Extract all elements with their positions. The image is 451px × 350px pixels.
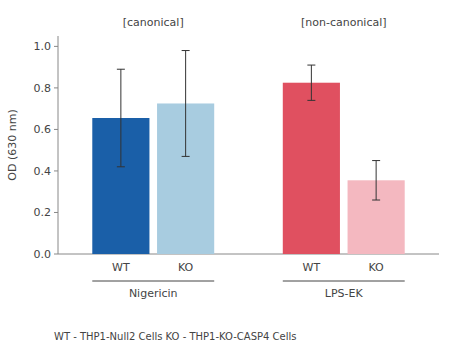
tick xyxy=(54,170,58,171)
series-label: KO xyxy=(368,261,384,274)
bar xyxy=(283,83,340,254)
tick-label: 0.0 xyxy=(34,248,52,261)
error-line xyxy=(185,51,186,157)
error-cap xyxy=(182,50,190,51)
tick xyxy=(54,129,58,130)
error-cap xyxy=(307,65,315,66)
tick-label: 0.4 xyxy=(34,165,52,178)
tick xyxy=(54,254,58,255)
chart: 0.00.20.40.60.81.0OD (630 nm)WTKONigeric… xyxy=(0,0,451,350)
footnote: WT - THP1-Null2 Cells KO - THP1-KO-CASP4… xyxy=(54,331,296,342)
category-label: Nigericin xyxy=(129,287,178,300)
group-underline xyxy=(92,281,214,282)
plot xyxy=(92,51,404,254)
tick xyxy=(54,87,58,88)
tick-label: 0.8 xyxy=(34,82,52,95)
error-line xyxy=(311,65,312,100)
y-axis-line xyxy=(58,36,59,254)
error-cap xyxy=(372,200,380,201)
series-label: WT xyxy=(112,261,130,274)
tick xyxy=(54,212,58,213)
error-cap xyxy=(182,156,190,157)
annotation: [canonical] xyxy=(123,16,184,29)
series-label: KO xyxy=(178,261,194,274)
error-cap xyxy=(117,69,125,70)
error-line xyxy=(120,69,121,167)
x-labels: WTKONigericinWTKOLPS-EK xyxy=(92,261,404,300)
error-bar xyxy=(307,65,315,100)
error-bar xyxy=(182,51,190,157)
annotation: [non-canonical] xyxy=(301,16,387,29)
error-cap xyxy=(307,100,315,101)
y-axis-label: OD (630 nm) xyxy=(6,109,19,180)
error-bar xyxy=(372,161,380,200)
error-bar xyxy=(117,69,125,167)
error-cap xyxy=(117,166,125,167)
series-label: WT xyxy=(303,261,321,274)
tick-label: 1.0 xyxy=(34,40,52,53)
error-cap xyxy=(372,160,380,161)
group-underline xyxy=(283,281,405,282)
y-axis: 0.0 0.2 0.4 0.6 0.8 1.0 xyxy=(34,36,440,261)
category-label: LPS-EK xyxy=(325,287,364,300)
error-line xyxy=(376,161,377,200)
tick xyxy=(54,46,58,47)
tick-label: 0.6 xyxy=(34,123,52,136)
tick-label: 0.2 xyxy=(34,206,52,219)
